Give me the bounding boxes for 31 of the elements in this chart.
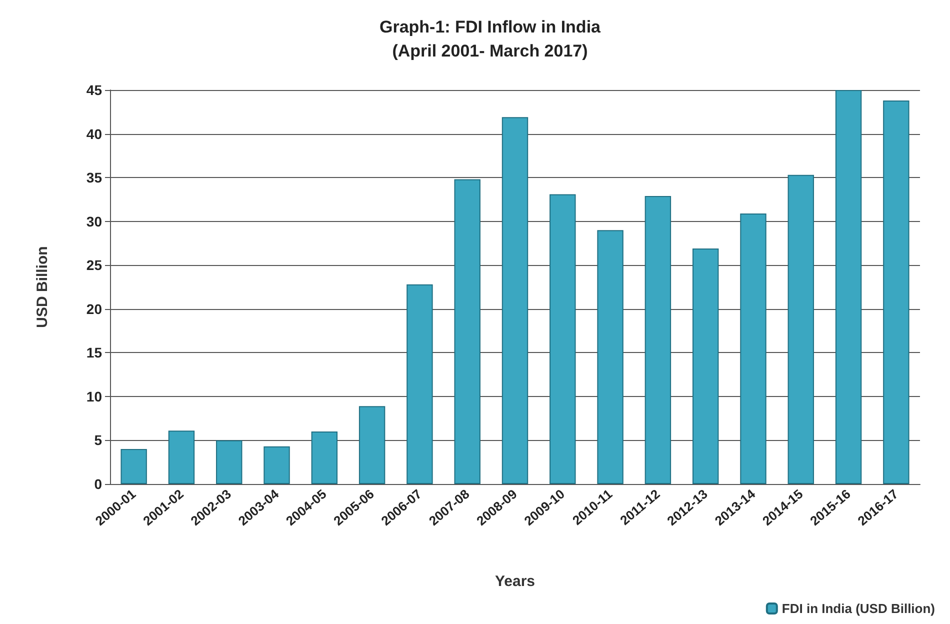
bar <box>502 117 528 484</box>
y-tick-label: 20 <box>86 300 102 317</box>
legend-label: FDI in India (USD Billion) <box>782 601 936 616</box>
bar <box>311 431 338 484</box>
chart-title: Graph-1: FDI Inflow in India (April 2001- March 2017) <box>380 18 602 60</box>
y-tick-label: 30 <box>86 213 102 230</box>
bar <box>788 174 814 484</box>
bar <box>358 406 386 484</box>
y-tick-label: 45 <box>86 82 102 98</box>
bar <box>835 90 862 484</box>
bar <box>168 430 195 484</box>
y-tick-label: 0 <box>94 476 102 492</box>
bar <box>406 284 433 484</box>
x-axis-title: Years <box>494 573 536 590</box>
y-tick-label: 5 <box>94 432 102 448</box>
bar <box>644 196 672 484</box>
bar <box>454 179 480 484</box>
bar <box>264 446 290 484</box>
y-tick-label: 15 <box>86 344 102 361</box>
bar <box>883 100 910 484</box>
y-tick-label: 25 <box>86 257 102 274</box>
y-axis-title: USD Billion <box>34 246 51 328</box>
y-tick-label: 40 <box>86 126 102 142</box>
bar <box>597 230 624 484</box>
bar <box>550 194 576 484</box>
bar <box>120 448 147 484</box>
y-tick-label: 35 <box>86 170 102 186</box>
y-tick-label: 10 <box>86 388 102 404</box>
bar <box>216 440 242 484</box>
bar <box>740 213 766 484</box>
bar <box>692 248 719 484</box>
